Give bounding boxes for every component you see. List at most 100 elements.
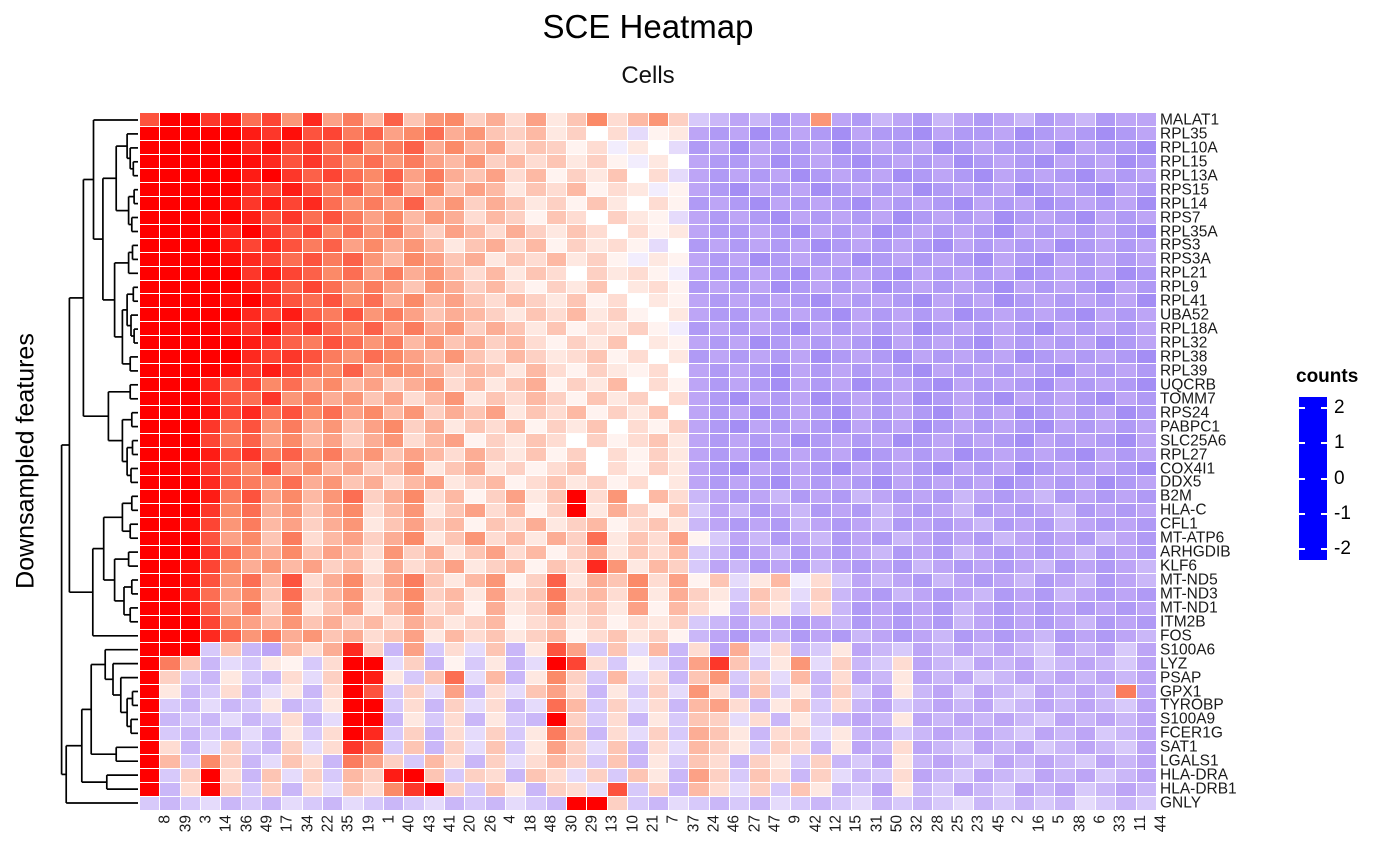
heatmap-cell	[384, 238, 404, 252]
heatmap-cell	[241, 420, 262, 434]
heatmap-cell	[241, 462, 262, 475]
heatmap-cell	[912, 294, 933, 308]
heatmap-cell	[404, 741, 424, 755]
heatmap-cell	[912, 489, 933, 503]
heatmap-cell	[160, 308, 180, 322]
heatmap-cell	[668, 475, 689, 489]
heatmap-cell	[262, 657, 282, 671]
heatmap-cell	[1095, 448, 1116, 461]
heatmap-cell	[384, 448, 404, 461]
heatmap-cell	[831, 336, 851, 350]
heatmap-cell	[567, 615, 587, 629]
heatmap-cell	[831, 406, 851, 420]
heatmap-cell	[506, 713, 526, 727]
column-label: 14	[217, 815, 235, 833]
heatmap-cell	[892, 545, 912, 559]
heatmap-cell	[1034, 741, 1055, 755]
heatmap-cell	[750, 629, 770, 643]
heatmap-cell	[648, 210, 668, 224]
row-dendrogram	[60, 119, 138, 804]
heatmap-cell	[872, 755, 892, 769]
heatmap-cell	[546, 140, 567, 154]
heatmap-cell	[689, 643, 709, 657]
heatmap-cell	[424, 224, 445, 238]
heatmap-cell	[384, 489, 404, 503]
heatmap-cell	[160, 168, 180, 182]
heatmap-cell	[994, 769, 1014, 783]
heatmap-cell	[587, 140, 607, 154]
heatmap-cell	[709, 420, 729, 434]
heatmap-cell	[892, 294, 912, 308]
heatmap-cell	[1095, 699, 1116, 713]
heatmap-cell	[343, 769, 363, 783]
heatmap-cell	[973, 406, 994, 420]
row-label: RPL9	[1160, 278, 1199, 296]
heatmap-cell	[445, 126, 465, 140]
heatmap-cell	[465, 378, 485, 392]
heatmap-cell	[973, 559, 994, 573]
heatmap-cell	[607, 489, 628, 503]
row-label: RPS15	[1160, 181, 1210, 199]
heatmap-cell	[811, 210, 831, 224]
heatmap-cell	[140, 587, 160, 601]
heatmap-cell	[811, 266, 831, 280]
heatmap-cell	[465, 154, 485, 168]
column-label: 9	[786, 815, 804, 824]
heatmap-cell	[241, 797, 262, 810]
heatmap-cell	[404, 699, 424, 713]
heatmap-cell	[465, 545, 485, 559]
heatmap-cell	[445, 559, 465, 573]
row-label: RPL14	[1160, 195, 1208, 213]
heatmap-cell	[1055, 503, 1075, 517]
heatmap-cell	[953, 517, 973, 531]
heatmap-cell	[912, 783, 933, 797]
heatmap-cell	[851, 140, 872, 154]
column-axis-title: Cells	[621, 62, 675, 89]
heatmap-cell	[912, 685, 933, 699]
heatmap-cell	[384, 196, 404, 210]
heatmap-cell	[933, 280, 953, 294]
heatmap-cell	[221, 615, 241, 629]
heatmap-cell	[140, 336, 160, 350]
heatmap-cell	[689, 657, 709, 671]
heatmap-cell	[709, 252, 729, 266]
heatmap-cell	[933, 126, 953, 140]
heatmap-cell	[546, 685, 567, 699]
heatmap-cell	[343, 783, 363, 797]
heatmap-cell	[404, 587, 424, 601]
heatmap-cell	[506, 671, 526, 685]
heatmap-cell	[262, 113, 282, 126]
heatmap-cell	[1055, 727, 1075, 741]
heatmap-cell	[262, 475, 282, 489]
heatmap-cell	[241, 336, 262, 350]
heatmap-cell	[1075, 154, 1095, 168]
heatmap-cell	[424, 573, 445, 587]
heatmap-cell	[689, 489, 709, 503]
heatmap-cell	[1095, 252, 1116, 266]
heatmap-cell	[831, 113, 851, 126]
heatmap-cell	[811, 322, 831, 336]
heatmap-cell	[404, 615, 424, 629]
column-label: 30	[563, 815, 581, 833]
heatmap-cell	[1014, 573, 1034, 587]
heatmap-cell	[241, 113, 262, 126]
heatmap-cell	[973, 671, 994, 685]
heatmap-cell	[404, 573, 424, 587]
heatmap-cell	[1075, 629, 1095, 643]
heatmap-cell	[343, 336, 363, 350]
heatmap-cell	[770, 462, 790, 475]
heatmap-cell	[445, 573, 465, 587]
heatmap-cell	[241, 741, 262, 755]
heatmap-cell	[1095, 587, 1116, 601]
heatmap-cell	[465, 699, 485, 713]
heatmap-cell	[811, 462, 831, 475]
heatmap-cell	[729, 462, 750, 475]
heatmap-cell	[323, 769, 343, 783]
heatmap-cell	[587, 657, 607, 671]
heatmap-cell	[282, 531, 302, 545]
heatmap-cell	[607, 406, 628, 420]
row-label: UBA52	[1160, 306, 1210, 324]
heatmap-cell	[262, 727, 282, 741]
heatmap-cell	[1075, 475, 1095, 489]
heatmap-cell	[607, 531, 628, 545]
